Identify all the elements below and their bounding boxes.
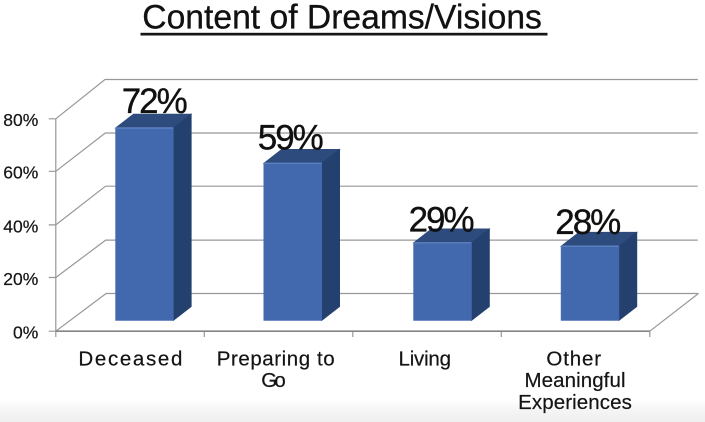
svg-text:20%: 20% xyxy=(3,269,38,289)
svg-text:28%: 28% xyxy=(555,203,621,242)
svg-text:Content of Dreams/Visions: Content of Dreams/Visions xyxy=(142,0,542,37)
svg-text:59%: 59% xyxy=(258,118,324,157)
svg-text:40%: 40% xyxy=(3,216,38,236)
svg-text:Experiences: Experiences xyxy=(518,391,632,414)
svg-text:29%: 29% xyxy=(409,201,475,240)
svg-text:Other: Other xyxy=(546,347,601,370)
svg-text:60%: 60% xyxy=(3,163,38,183)
svg-text:80%: 80% xyxy=(3,110,38,130)
svg-text:Deceased: Deceased xyxy=(78,347,182,370)
svg-text:72%: 72% xyxy=(122,82,188,121)
svg-text:Meaningful: Meaningful xyxy=(525,369,626,392)
svg-text:Go: Go xyxy=(261,369,286,392)
svg-text:0%: 0% xyxy=(13,323,38,343)
svg-text:Living: Living xyxy=(399,347,452,370)
svg-text:Preparing to: Preparing to xyxy=(217,347,335,370)
